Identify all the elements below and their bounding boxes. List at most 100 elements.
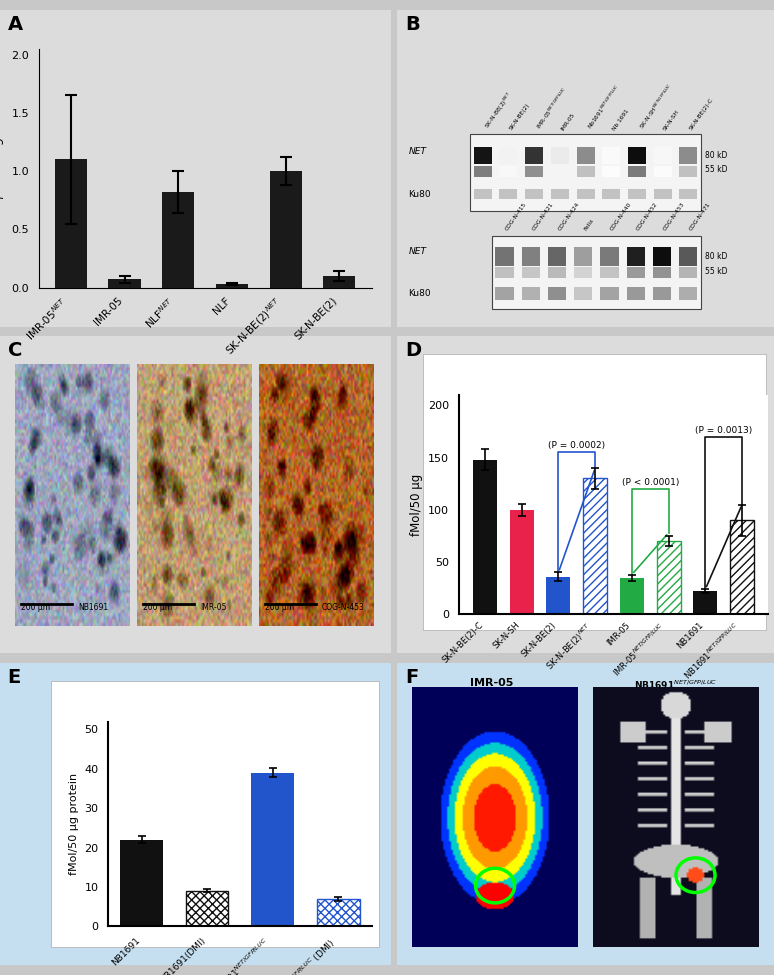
Bar xyxy=(654,189,672,199)
Bar xyxy=(495,287,514,300)
Bar xyxy=(574,267,592,278)
Bar xyxy=(474,147,491,165)
Bar xyxy=(269,171,302,288)
Text: A: A xyxy=(8,15,23,33)
Text: (P = 0.0002): (P = 0.0002) xyxy=(548,442,605,450)
Bar xyxy=(525,166,543,176)
Bar xyxy=(574,248,592,265)
Text: IMR-05$^{NET/GFP/LUC}$: IMR-05$^{NET/GFP/LUC}$ xyxy=(534,85,570,132)
Bar xyxy=(491,236,701,309)
Bar xyxy=(548,248,567,265)
Bar xyxy=(577,147,594,165)
Text: NET: NET xyxy=(409,248,426,256)
Bar xyxy=(525,147,543,165)
Text: IMR-05: IMR-05 xyxy=(560,112,576,132)
Text: COG-N-421: COG-N-421 xyxy=(531,201,554,231)
Bar xyxy=(626,287,645,300)
Bar xyxy=(499,147,517,165)
Bar xyxy=(548,267,567,278)
Bar xyxy=(324,276,355,288)
Bar xyxy=(510,510,533,614)
Text: COG-N-452: COG-N-452 xyxy=(635,201,659,231)
Bar xyxy=(473,459,497,614)
Bar xyxy=(694,591,717,614)
Text: SK-N-BE(2)$^{NET}$: SK-N-BE(2)$^{NET}$ xyxy=(483,91,515,132)
Bar xyxy=(626,248,645,265)
Text: COG-N-453: COG-N-453 xyxy=(662,201,685,231)
Bar xyxy=(574,287,592,300)
Bar xyxy=(522,287,540,300)
Bar xyxy=(679,287,697,300)
Bar xyxy=(602,147,620,165)
Bar xyxy=(601,267,618,278)
Text: 80 kD: 80 kD xyxy=(705,151,728,161)
Bar xyxy=(652,248,671,265)
Bar xyxy=(628,166,646,176)
Bar xyxy=(120,839,163,926)
Text: F: F xyxy=(405,668,418,686)
Bar xyxy=(499,189,517,199)
Bar xyxy=(474,166,491,176)
Bar xyxy=(163,192,194,288)
Bar xyxy=(577,166,594,176)
Bar xyxy=(317,899,360,926)
Text: Nb 1691: Nb 1691 xyxy=(611,108,629,132)
Text: Ku80: Ku80 xyxy=(409,190,431,199)
Text: COG-N-471: COG-N-471 xyxy=(688,201,711,231)
Text: 55 kD: 55 kD xyxy=(705,165,728,175)
Bar xyxy=(628,147,646,165)
X-axis label: NB cell lines: NB cell lines xyxy=(163,364,248,376)
Text: Nb1691$^{NET/GFP/LUC}$: Nb1691$^{NET/GFP/LUC}$ xyxy=(585,83,623,132)
Text: NET: NET xyxy=(409,147,426,156)
Text: 80 kD: 80 kD xyxy=(705,252,728,261)
Bar xyxy=(628,189,646,199)
Bar xyxy=(654,147,672,165)
Text: Ku80: Ku80 xyxy=(409,289,431,297)
Text: C: C xyxy=(8,341,22,360)
Text: COG-N-440: COG-N-440 xyxy=(609,201,632,231)
Text: E: E xyxy=(8,668,21,686)
Bar xyxy=(730,521,754,614)
Text: IMR-05: IMR-05 xyxy=(470,679,513,688)
Bar xyxy=(652,267,671,278)
Bar xyxy=(620,577,644,614)
Bar xyxy=(656,541,680,614)
Bar xyxy=(216,284,248,288)
Y-axis label: fMol/50 μg protein: fMol/50 μg protein xyxy=(69,773,79,875)
Bar xyxy=(602,166,620,176)
Bar xyxy=(546,576,570,614)
Bar xyxy=(525,189,543,199)
Bar xyxy=(551,189,569,199)
Bar xyxy=(51,682,379,947)
Text: (P < 0.0001): (P < 0.0001) xyxy=(622,478,679,487)
Bar xyxy=(186,891,228,926)
Bar xyxy=(495,248,514,265)
Bar xyxy=(680,147,697,165)
Bar xyxy=(626,267,645,278)
Y-axis label: $h$NET expression geomean: $h$NET expression geomean xyxy=(0,89,5,248)
Bar xyxy=(654,166,672,176)
Bar xyxy=(551,166,569,176)
Bar xyxy=(680,189,697,199)
Bar xyxy=(495,267,514,278)
Bar xyxy=(679,267,697,278)
Text: B: B xyxy=(405,15,420,33)
Text: 55 kD: 55 kD xyxy=(705,266,728,276)
Bar xyxy=(499,166,517,176)
Text: NB1691$^{NET/GFP/LUC}$: NB1691$^{NET/GFP/LUC}$ xyxy=(635,679,717,690)
Bar xyxy=(252,772,294,926)
Text: COG-N-415: COG-N-415 xyxy=(505,201,528,231)
Text: SK-N-BE(2): SK-N-BE(2) xyxy=(509,102,531,132)
Bar xyxy=(474,189,491,199)
Y-axis label: fMol/50 μg: fMol/50 μg xyxy=(409,474,423,535)
Bar xyxy=(679,248,697,265)
Bar xyxy=(470,135,701,212)
Bar xyxy=(522,248,540,265)
Text: SK-N-BE(2)-C: SK-N-BE(2)-C xyxy=(688,98,714,132)
Text: COG-N-424: COG-N-424 xyxy=(557,201,580,231)
Bar xyxy=(601,287,618,300)
Bar xyxy=(55,160,87,288)
Bar xyxy=(108,280,141,288)
Bar xyxy=(522,267,540,278)
Text: SK-N-SH: SK-N-SH xyxy=(663,109,680,132)
